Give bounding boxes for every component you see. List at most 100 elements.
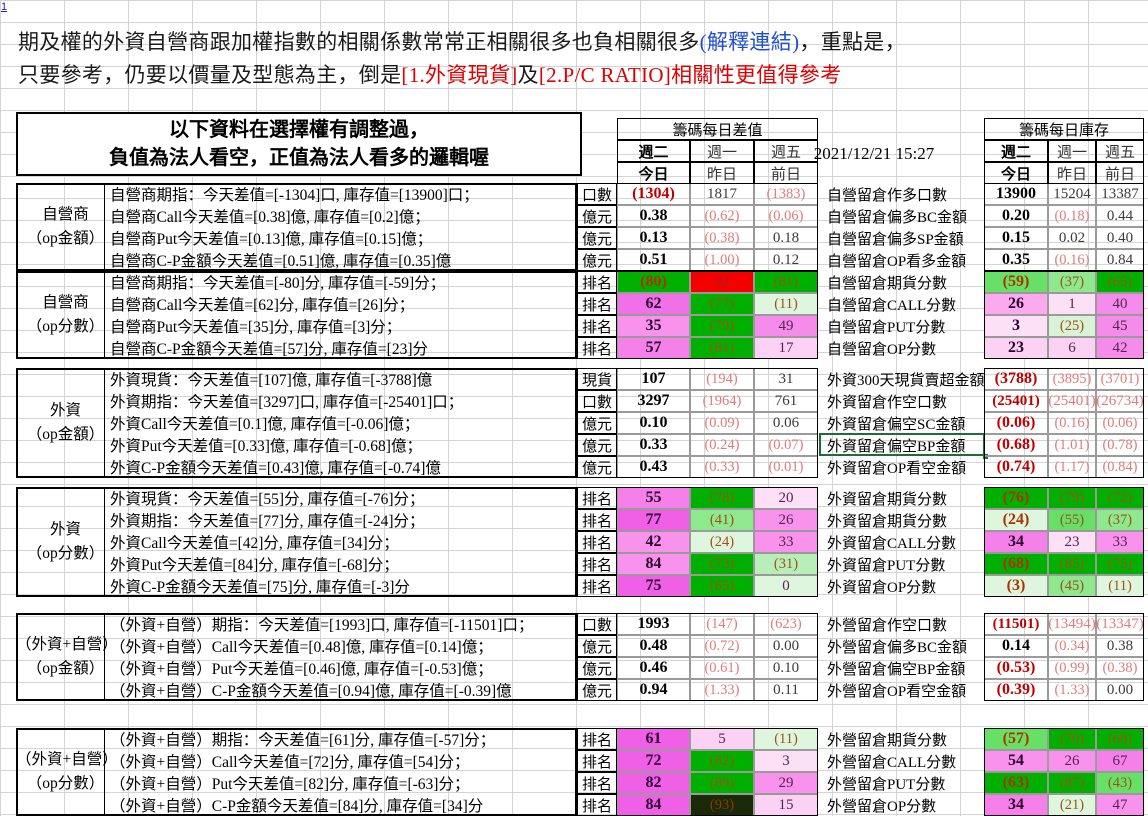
- diff-value-cell[interactable]: 57: [617, 337, 690, 359]
- diff-value-cell[interactable]: 107: [617, 368, 690, 390]
- stock-row-label[interactable]: 外資留倉CALL分數: [827, 535, 957, 552]
- stock-value-cell[interactable]: (63): [984, 772, 1048, 794]
- diff-value-cell[interactable]: 0.51: [617, 249, 690, 271]
- diff-value-cell[interactable]: (79): [690, 315, 754, 337]
- diff-value-cell[interactable]: (0.62): [690, 205, 754, 227]
- stock-value-cell[interactable]: 47: [1096, 794, 1144, 816]
- explanation-link[interactable]: (解釋連結): [699, 30, 800, 54]
- diff-value-cell[interactable]: 72: [617, 750, 690, 772]
- stock-row-label[interactable]: 外資留倉PUT分數: [827, 557, 946, 574]
- stock-value-cell[interactable]: (11501): [984, 613, 1048, 635]
- stock-row-label[interactable]: 外營留倉偏空BP金額: [827, 661, 966, 678]
- diff-value-cell[interactable]: 0.10: [617, 412, 690, 434]
- diff-value-cell[interactable]: 0.11: [754, 679, 818, 701]
- stock-value-cell[interactable]: (0.06): [984, 412, 1048, 434]
- stock-value-cell[interactable]: 0.40: [1096, 227, 1144, 249]
- stock-value-cell[interactable]: (3788): [984, 368, 1048, 390]
- stock-row-label[interactable]: 外資留倉偏空SC金額: [827, 416, 966, 433]
- stock-value-cell[interactable]: (72): [1096, 487, 1144, 509]
- stock-row-label[interactable]: 外營留倉PUT分數: [827, 776, 946, 793]
- diff-value-cell[interactable]: 0.06: [754, 412, 818, 434]
- stock-value-cell[interactable]: 0.44: [1096, 205, 1144, 227]
- diff-value-cell[interactable]: 92: [690, 271, 754, 293]
- diff-value-cell[interactable]: (31): [754, 553, 818, 575]
- stock-value-cell[interactable]: (3): [984, 575, 1048, 597]
- diff-value-cell[interactable]: (0.01): [754, 456, 818, 478]
- diff-value-cell[interactable]: 61: [617, 728, 690, 750]
- stock-value-cell[interactable]: 0.20: [984, 205, 1048, 227]
- stock-value-cell[interactable]: (37): [1096, 509, 1144, 531]
- stock-row-label[interactable]: 外資留倉期貨分數: [827, 513, 948, 530]
- diff-value-cell[interactable]: 0.48: [617, 635, 690, 657]
- stock-value-cell[interactable]: 42: [1096, 337, 1144, 359]
- diff-value-cell[interactable]: (65): [690, 575, 754, 597]
- stock-value-cell[interactable]: (0.16): [1048, 412, 1096, 434]
- stock-value-cell[interactable]: (55): [1048, 509, 1096, 531]
- stock-value-cell[interactable]: (37): [1048, 271, 1096, 293]
- diff-value-cell[interactable]: 26: [754, 509, 818, 531]
- diff-value-cell[interactable]: 29: [754, 772, 818, 794]
- stock-value-cell[interactable]: 34: [984, 794, 1048, 816]
- diff-value-cell[interactable]: 75: [617, 575, 690, 597]
- stock-row-label[interactable]: 自營留倉PUT分數: [827, 319, 946, 336]
- diff-value-cell[interactable]: (73): [690, 553, 754, 575]
- stock-value-cell[interactable]: (70): [1048, 728, 1096, 750]
- stock-value-cell[interactable]: 1: [1048, 293, 1096, 315]
- diff-value-cell[interactable]: (41): [690, 509, 754, 531]
- diff-value-cell[interactable]: (0.72): [690, 635, 754, 657]
- diff-value-cell[interactable]: 77: [617, 509, 690, 531]
- stock-value-cell[interactable]: (45): [1048, 575, 1096, 597]
- diff-value-cell[interactable]: 15: [754, 794, 818, 816]
- stock-value-cell[interactable]: (68): [1096, 728, 1144, 750]
- diff-value-cell[interactable]: 0.10: [754, 657, 818, 679]
- stock-value-cell[interactable]: 15204: [1048, 183, 1096, 205]
- diff-value-cell[interactable]: (93): [690, 794, 754, 816]
- diff-value-cell[interactable]: 0.46: [617, 657, 690, 679]
- diff-value-cell[interactable]: 0.38: [617, 205, 690, 227]
- diff-value-cell[interactable]: (1.00): [690, 249, 754, 271]
- stock-row-label[interactable]: 自營留倉作多口數: [827, 187, 948, 204]
- stock-value-cell[interactable]: 23: [984, 337, 1048, 359]
- diff-value-cell[interactable]: (0.09): [690, 412, 754, 434]
- diff-value-cell[interactable]: 84: [617, 553, 690, 575]
- diff-value-cell[interactable]: 5: [690, 728, 754, 750]
- stock-value-cell[interactable]: 13387: [1096, 183, 1144, 205]
- stock-row-label[interactable]: 外營留倉OP看空金額: [827, 683, 967, 700]
- stock-value-cell[interactable]: 34: [984, 531, 1048, 553]
- diff-value-cell[interactable]: 0.00: [754, 635, 818, 657]
- stock-value-cell[interactable]: (0.39): [984, 679, 1048, 701]
- stock-value-cell[interactable]: 6: [1048, 337, 1096, 359]
- diff-value-cell[interactable]: 1817: [690, 183, 754, 205]
- diff-value-cell[interactable]: (147): [690, 613, 754, 635]
- stock-value-cell[interactable]: 54: [984, 750, 1048, 772]
- cell-reference-link[interactable]: 1: [1, 1, 8, 13]
- stock-value-cell[interactable]: 0.14: [984, 635, 1048, 657]
- diff-value-cell[interactable]: (77): [690, 293, 754, 315]
- stock-value-cell[interactable]: (0.78): [1096, 434, 1144, 456]
- stock-row-label[interactable]: 自營留倉OP分數: [827, 341, 937, 358]
- diff-value-cell[interactable]: 82: [617, 772, 690, 794]
- stock-value-cell[interactable]: (25401): [1048, 390, 1096, 412]
- stock-value-cell[interactable]: 3: [984, 315, 1048, 337]
- diff-value-cell[interactable]: 0.12: [754, 249, 818, 271]
- stock-row-label[interactable]: 自營留倉期貨分數: [827, 275, 948, 292]
- diff-value-cell[interactable]: (78): [690, 487, 754, 509]
- diff-value-cell[interactable]: 33: [754, 531, 818, 553]
- diff-value-cell[interactable]: (24): [690, 531, 754, 553]
- stock-value-cell[interactable]: (59): [984, 271, 1048, 293]
- stock-value-cell[interactable]: 67: [1096, 750, 1144, 772]
- diff-value-cell[interactable]: (194): [690, 368, 754, 390]
- stock-row-label[interactable]: 外營留倉期貨分數: [827, 732, 948, 749]
- diff-value-cell[interactable]: 35: [617, 315, 690, 337]
- diff-value-cell[interactable]: (0.38): [690, 227, 754, 249]
- diff-value-cell[interactable]: 31: [754, 368, 818, 390]
- diff-value-cell[interactable]: 0.33: [617, 434, 690, 456]
- stock-row-label[interactable]: 外資300天現貨賣超金額: [827, 372, 984, 389]
- stock-row-label[interactable]: 外資留倉OP看空金額: [827, 460, 967, 477]
- stock-row-label[interactable]: 外資留倉作空口數: [827, 394, 948, 411]
- diff-value-cell[interactable]: 0.13: [617, 227, 690, 249]
- stock-value-cell[interactable]: (25): [1048, 315, 1096, 337]
- stock-value-cell[interactable]: (13494): [1048, 613, 1096, 635]
- stock-value-cell[interactable]: 26: [984, 293, 1048, 315]
- stock-value-cell[interactable]: 0.35: [984, 249, 1048, 271]
